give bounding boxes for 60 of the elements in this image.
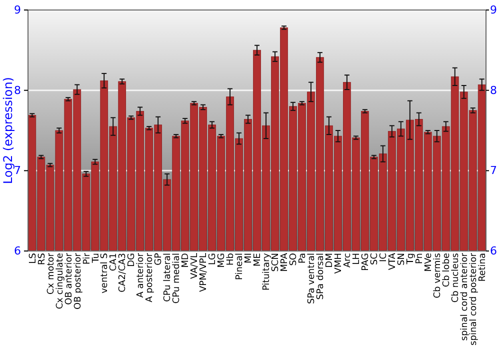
x-tick-label: SPa dorsal — [316, 253, 326, 300]
x-tick-label: Arc — [343, 252, 354, 268]
x-tick-label: ME — [253, 252, 264, 266]
x-tick-label: MPA — [280, 252, 290, 272]
x-tick-label: ventral S — [100, 252, 110, 294]
x-tick-label: MD — [181, 252, 192, 268]
y2-tick-label: 6 — [490, 244, 497, 258]
x-tick-label: Cb nucleus — [451, 252, 462, 303]
x-tick-label: Cb lobe — [442, 252, 452, 288]
x-tick-label: RS — [37, 252, 48, 265]
x-tick-label: SPa ventral — [307, 253, 318, 304]
x-tick-label: Cb vermis — [433, 252, 444, 298]
x-tick-label: VPM/VPL — [199, 253, 210, 292]
y-tick-label: 6 — [14, 244, 21, 258]
y-tick-label: 8 — [14, 84, 21, 97]
y-axis-title: Log2 (expression) — [1, 77, 15, 184]
x-tick-label: Cx cingulate — [55, 252, 66, 310]
x-tick-label: MG — [217, 252, 228, 268]
x-tick-label: PAG — [361, 252, 372, 271]
x-tick-label: spinal cord anterior — [460, 252, 470, 341]
x-tick-label: SCN — [271, 253, 282, 272]
x-tick-label: Pir — [82, 252, 92, 264]
x-tick-label: GP — [154, 252, 164, 266]
x-tick-label: Hb — [226, 252, 236, 266]
x-tick-label: Tu — [91, 253, 102, 264]
x-tick-label: OB anterior — [64, 252, 74, 305]
x-tick-label: MVe — [424, 252, 434, 272]
x-tick-label: VTA — [388, 252, 398, 270]
x-tick-label: DG — [127, 252, 138, 267]
x-tick-label: CA2/CA3 — [118, 253, 128, 292]
x-tick-label: Pn — [415, 253, 426, 264]
x-tick-label: OB posterior — [73, 252, 84, 310]
x-tick-label: Pituitary — [262, 252, 272, 291]
y-tick-label: 9 — [14, 4, 21, 17]
x-tick-label: VA/VL — [190, 253, 200, 279]
x-tick-label: Cx motor — [46, 252, 56, 294]
x-tick-label: LS — [28, 252, 38, 264]
x-tick-label: SO — [289, 253, 300, 266]
x-tick-label: Pa — [298, 253, 308, 264]
x-tick-label: SN — [397, 253, 408, 266]
x-tick-label: MI — [244, 253, 254, 264]
x-tick-label: DM — [325, 253, 336, 268]
x-tick-label: CA1 — [109, 253, 120, 272]
x-tick-label: LH — [352, 253, 362, 265]
x-tick-label: CPu lateral — [163, 253, 174, 302]
x-tick-label: VMH — [334, 253, 344, 274]
x-tick-label: A posterior — [145, 252, 156, 302]
x-tick-label: SC — [370, 253, 380, 265]
x-tick-label: A anterior — [136, 252, 146, 298]
x-tick-label: Pineal — [235, 253, 246, 280]
y2-tick-label: 7 — [490, 164, 497, 178]
x-tick-label: IC — [379, 253, 390, 262]
x-tick-label: CPu medial — [172, 253, 182, 304]
x-tick-label: LG — [208, 252, 218, 265]
x-tick-label: spinal cord posterior — [469, 252, 480, 346]
x-tick-label: Tg — [406, 253, 416, 266]
y-tick-label: 7 — [14, 164, 21, 178]
y2-tick-label: 8 — [490, 84, 497, 97]
y2-tick-label: 9 — [490, 4, 497, 17]
x-tick-label: Retina — [478, 253, 488, 282]
